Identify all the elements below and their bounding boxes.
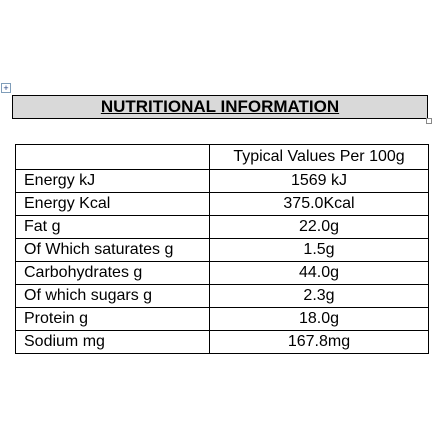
- table-row: Protein g 18.0g: [15, 307, 429, 331]
- title-box: NUTRITIONAL INFORMATION: [12, 95, 428, 119]
- nutrient-cell: Energy Kcal: [15, 192, 210, 216]
- value-cell: 22.0g: [209, 215, 429, 239]
- nutrient-cell: Sodium mg: [15, 330, 210, 354]
- nutrient-cell: Of Which saturates g: [15, 238, 210, 262]
- header-cell: Typical Values Per 100g: [209, 144, 429, 170]
- table-row: Energy kJ 1569 kJ: [15, 169, 429, 193]
- value-cell: 2.3g: [209, 284, 429, 308]
- table-body: Typical Values Per 100g Energy kJ 1569 kJ…: [15, 144, 429, 354]
- table-row: Of which sugars g 2.3g: [15, 284, 429, 308]
- table-row: Fat g 22.0g: [15, 215, 429, 239]
- nutrient-cell: Carbohydrates g: [15, 261, 210, 285]
- nutrition-table: Typical Values Per 100g Energy kJ 1569 kJ…: [15, 144, 429, 354]
- value-cell: 167.8mg: [209, 330, 429, 354]
- value-cell: 1.5g: [209, 238, 429, 262]
- table-row: Carbohydrates g 44.0g: [15, 261, 429, 285]
- table-move-handle[interactable]: +: [1, 83, 11, 93]
- table-row: Energy Kcal 375.0Kcal: [15, 192, 429, 216]
- nutrient-cell: Energy kJ: [15, 169, 210, 193]
- nutrient-cell: Of which sugars g: [15, 284, 210, 308]
- table-row: Sodium mg 167.8mg: [15, 330, 429, 354]
- value-cell: 44.0g: [209, 261, 429, 285]
- value-cell: 1569 kJ: [209, 169, 429, 193]
- title: NUTRITIONAL INFORMATION: [100, 97, 340, 116]
- resize-handle[interactable]: [426, 118, 432, 124]
- header-cell: [15, 144, 210, 170]
- nutrient-cell: Protein g: [15, 307, 210, 331]
- table-row: Of Which saturates g 1.5g: [15, 238, 429, 262]
- header-row: Typical Values Per 100g: [15, 144, 429, 170]
- nutrient-cell: Fat g: [15, 215, 210, 239]
- value-cell: 375.0Kcal: [209, 192, 429, 216]
- value-cell: 18.0g: [209, 307, 429, 331]
